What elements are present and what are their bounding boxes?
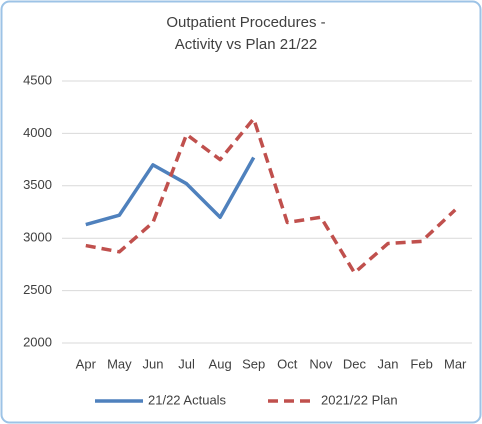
- x-tick-label: Feb: [410, 356, 432, 371]
- x-tick-label: Jun: [142, 356, 163, 371]
- chart-title: Outpatient Procedures -: [166, 14, 325, 31]
- x-tick-label: May: [107, 356, 132, 371]
- x-tick-label: Oct: [277, 356, 298, 371]
- y-tick-label: 4000: [23, 125, 52, 140]
- legend-label: 2021/22 Plan: [321, 392, 398, 407]
- x-tick-label: Mar: [444, 356, 467, 371]
- y-tick-label: 3500: [23, 177, 52, 192]
- x-tick-label: Dec: [343, 356, 367, 371]
- x-tick-label: Jul: [178, 356, 195, 371]
- y-tick-label: 2500: [23, 282, 52, 297]
- x-tick-label: Sep: [242, 356, 265, 371]
- y-tick-label: 2000: [23, 334, 52, 349]
- x-tick-label: Aug: [209, 356, 232, 371]
- x-tick-label: Jan: [378, 356, 399, 371]
- chart-title: Activity vs Plan 21/22: [175, 36, 318, 53]
- x-tick-label: Apr: [76, 356, 97, 371]
- y-tick-label: 4500: [23, 72, 52, 87]
- series-line: [85, 116, 457, 275]
- y-tick-label: 3000: [23, 230, 52, 245]
- x-tick-label: Nov: [309, 356, 333, 371]
- legend-label: 21/22 Actuals: [148, 392, 227, 407]
